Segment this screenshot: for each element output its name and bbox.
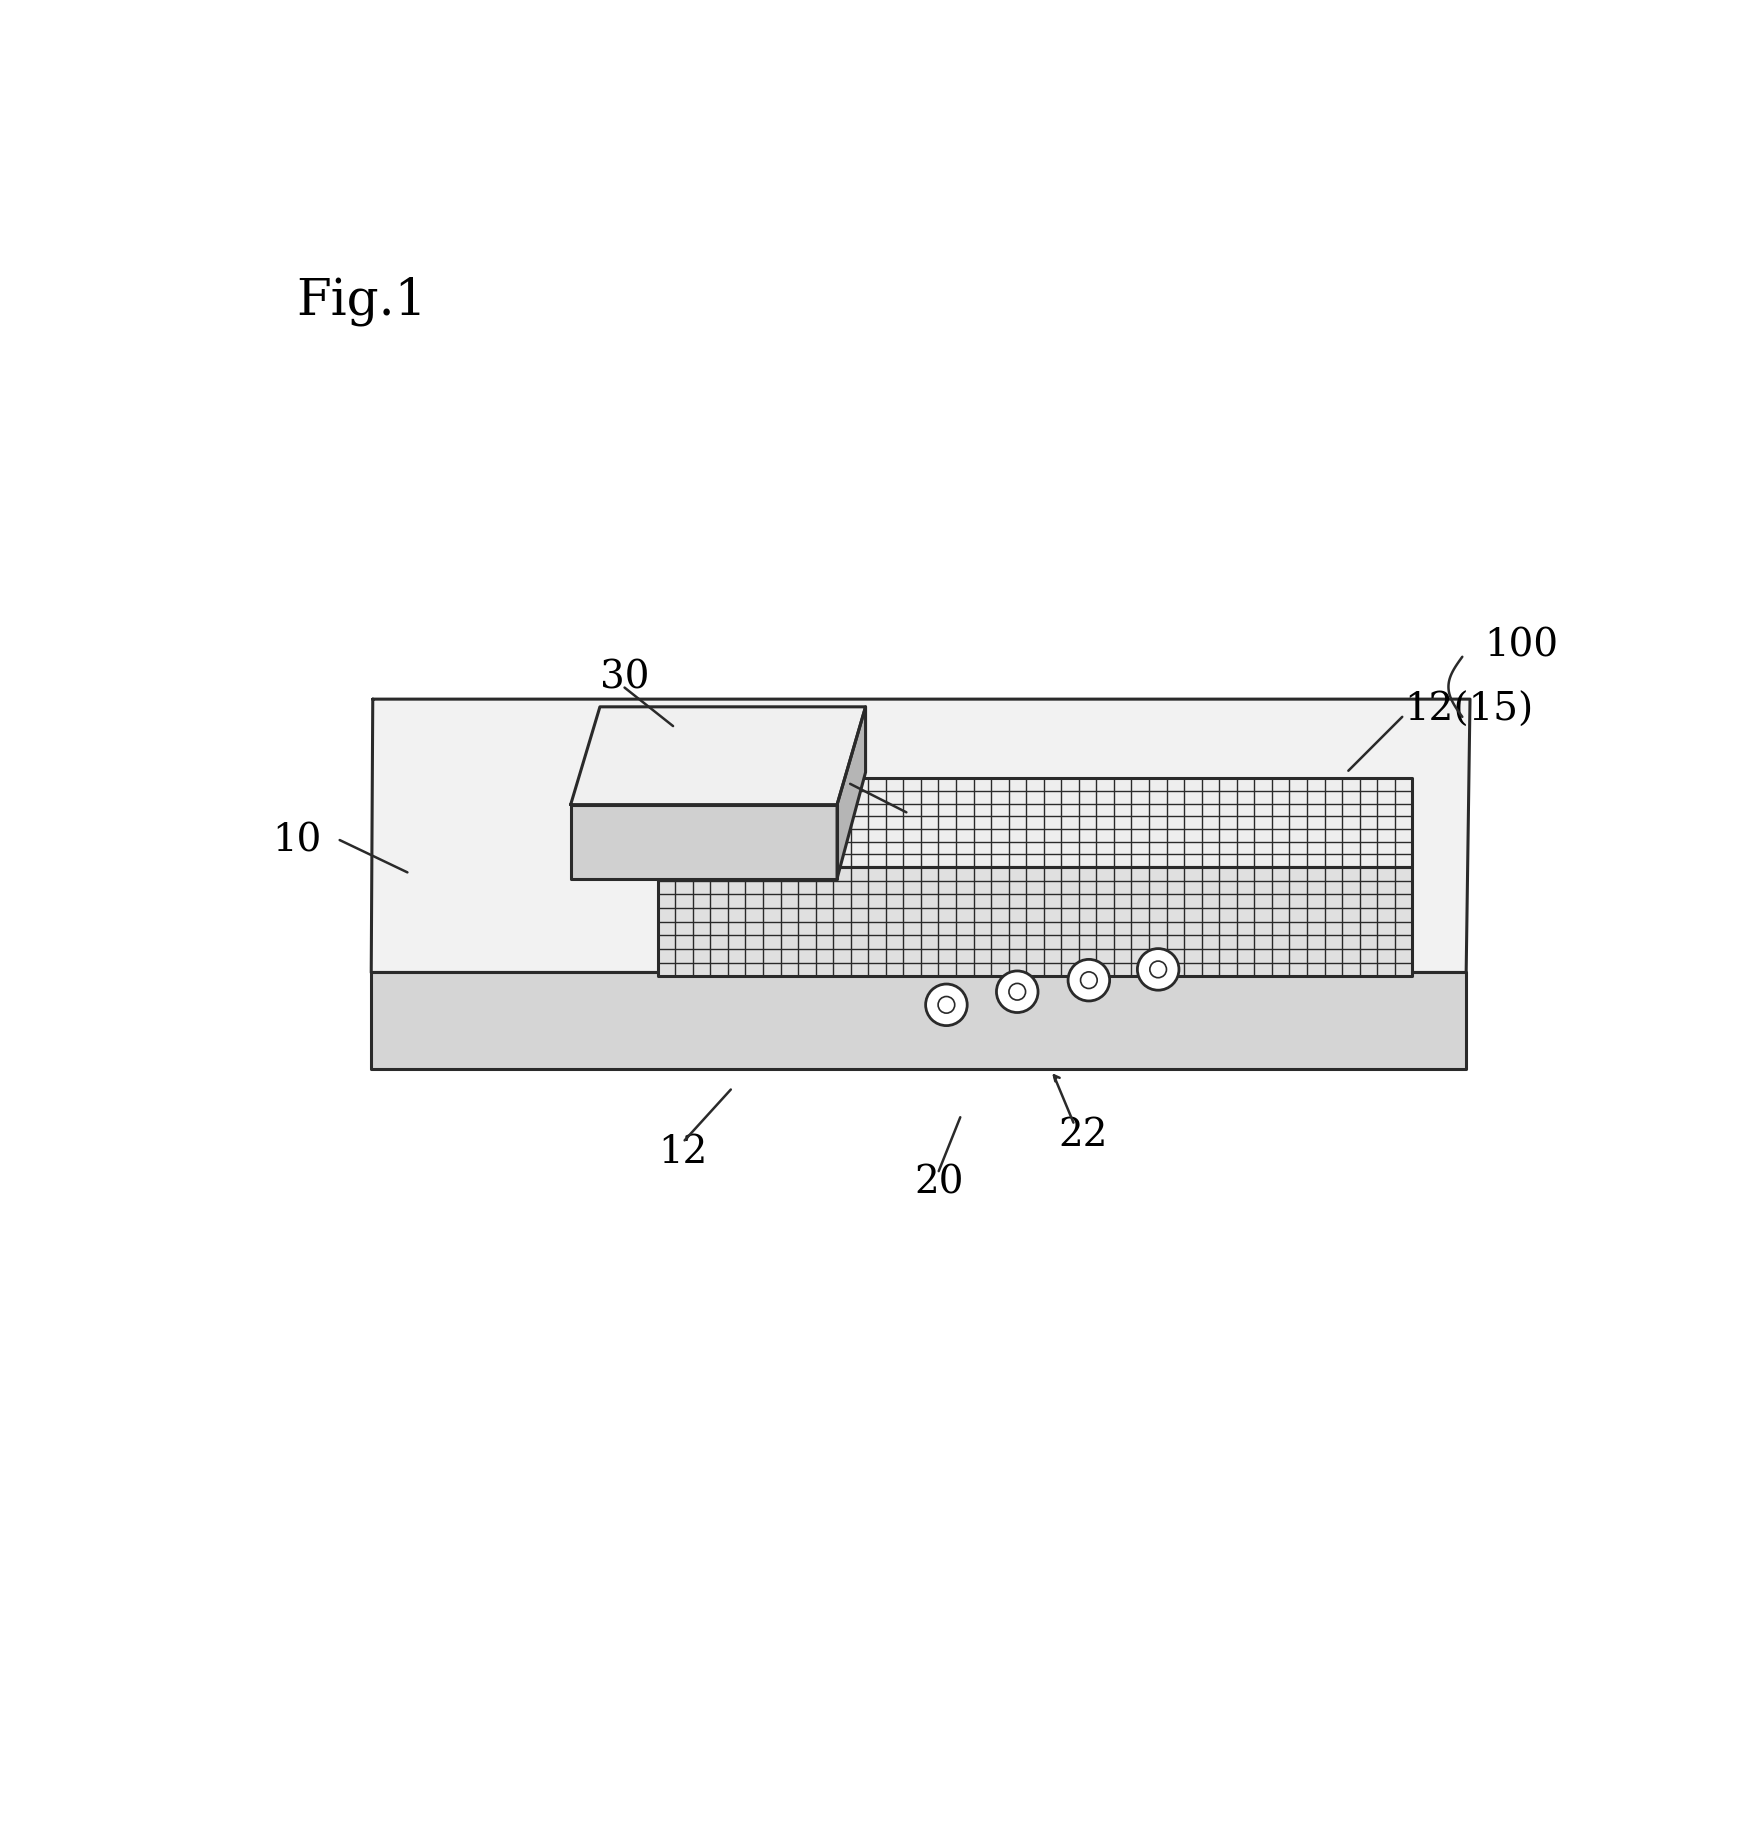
Text: 10: 10 xyxy=(272,822,321,859)
Polygon shape xyxy=(372,973,1467,1068)
Polygon shape xyxy=(571,707,866,806)
Text: 12: 12 xyxy=(814,757,863,793)
Text: 22: 22 xyxy=(1058,1116,1109,1154)
Text: 20: 20 xyxy=(913,1163,964,1201)
Polygon shape xyxy=(571,806,836,879)
Polygon shape xyxy=(372,700,1470,973)
Circle shape xyxy=(1081,972,1096,988)
Circle shape xyxy=(1069,961,1110,1001)
Circle shape xyxy=(925,984,967,1026)
Circle shape xyxy=(938,997,955,1014)
Circle shape xyxy=(997,972,1039,1014)
Text: 12(15): 12(15) xyxy=(1404,691,1533,727)
Circle shape xyxy=(1151,961,1166,979)
Circle shape xyxy=(1009,984,1025,1001)
Text: 12: 12 xyxy=(658,1134,707,1170)
Circle shape xyxy=(1137,950,1179,990)
Polygon shape xyxy=(836,707,866,879)
Text: 100: 100 xyxy=(1484,627,1557,664)
Polygon shape xyxy=(658,778,1413,868)
Text: 30: 30 xyxy=(601,658,650,696)
Text: Fig.1: Fig.1 xyxy=(295,277,426,326)
Polygon shape xyxy=(658,868,1413,977)
